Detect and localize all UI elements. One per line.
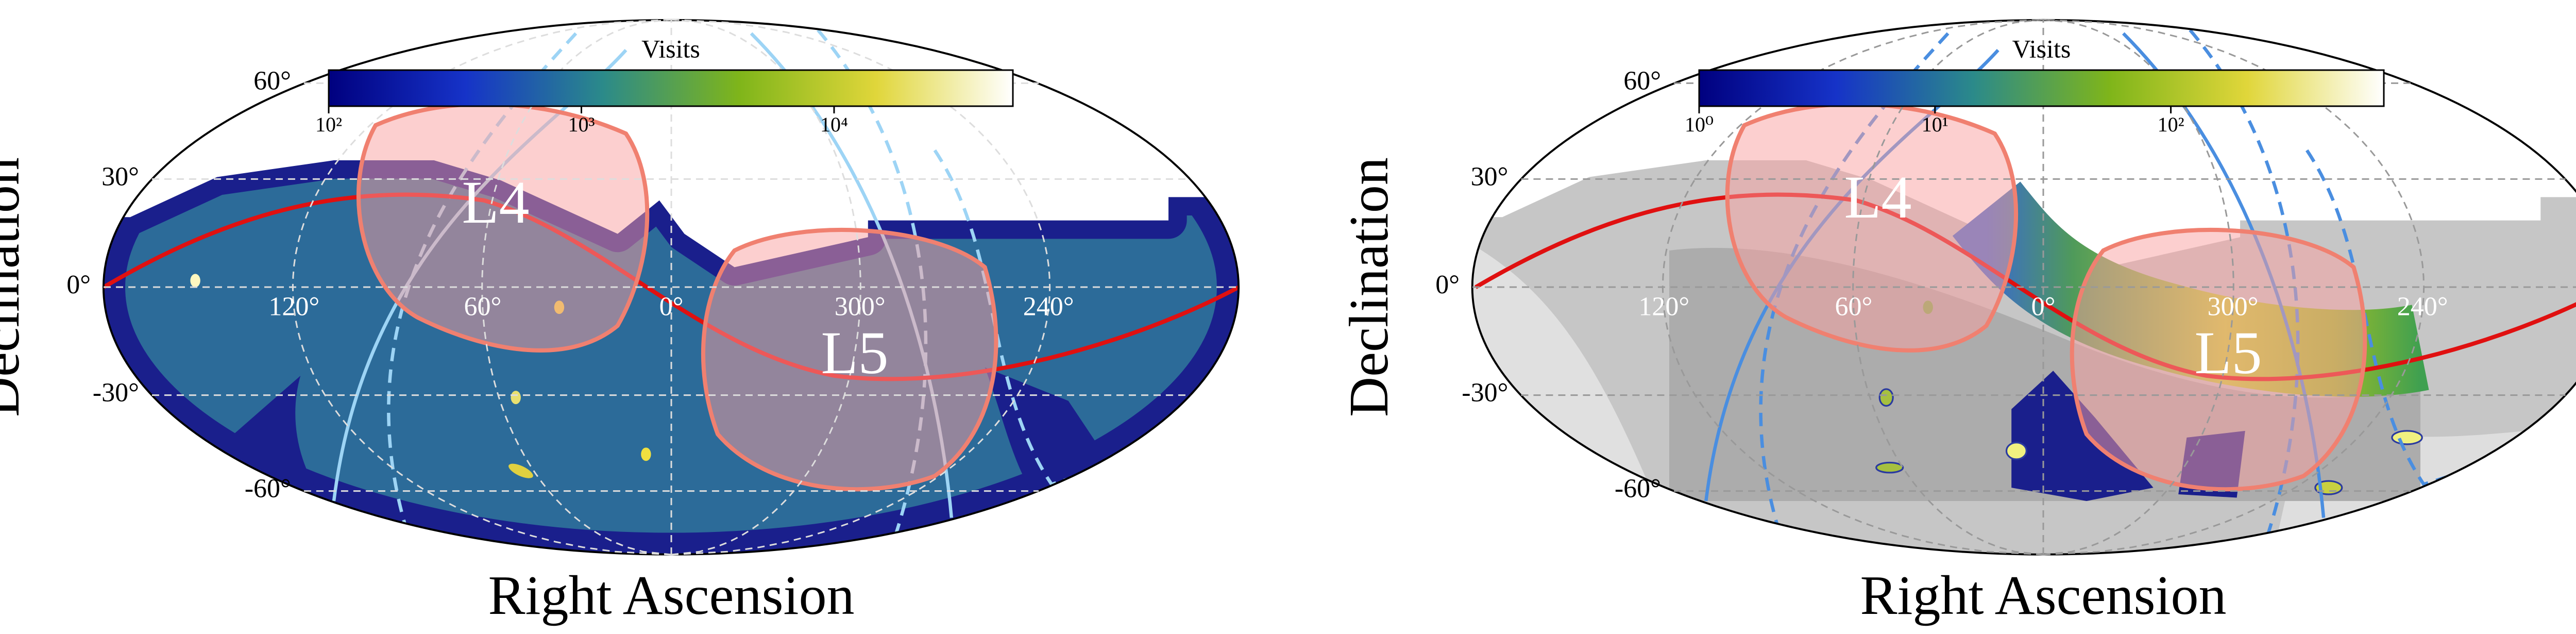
panel: 120° 60° 0° 300° 240° 60° 30° 0° -30° -60° 10⁰ 10¹ 1…	[1338, 19, 2576, 626]
colorbar-tick-label: 10¹	[1922, 113, 1948, 136]
y-axis-label: Declination	[1338, 157, 1400, 417]
x-tick-label: 300°	[2208, 292, 2259, 322]
grid-line	[481, 19, 672, 556]
x-tick-label: 60°	[1835, 292, 1873, 322]
colorbar	[1698, 69, 2385, 107]
colorbar-tick-label: 10²	[2158, 113, 2184, 136]
colorbar-label: Visits	[641, 34, 700, 63]
x-tick-label: 0°	[659, 292, 684, 322]
colorbar-tick-label: 10⁰	[1685, 113, 1714, 136]
grid-line	[671, 19, 1051, 556]
x-axis-label: Right Ascension	[488, 565, 854, 626]
grid-line	[1852, 19, 2044, 556]
x-tick-label: 120°	[1638, 292, 1689, 322]
region-label: L5	[821, 319, 888, 387]
y-axis-label: Declination	[0, 157, 31, 417]
y-tick-label: 0°	[1435, 270, 1460, 299]
y-tick-label: 30°	[101, 162, 139, 191]
y-tick-label: -60°	[245, 474, 291, 504]
x-axis-label: Right Ascension	[1860, 565, 2226, 626]
x-tick-label: 240°	[2397, 292, 2448, 322]
y-tick-label: 30°	[1471, 162, 1509, 191]
region-label: L4	[462, 169, 529, 236]
grid-line	[671, 19, 861, 556]
colorbar-tick-label: 10²	[315, 113, 342, 136]
region-label: L5	[2194, 319, 2262, 387]
y-tick-label: -60°	[1615, 474, 1661, 504]
colorbar-tick-label: 10⁴	[820, 113, 848, 136]
y-tick-label: 60°	[253, 66, 291, 95]
x-tick-label: 60°	[464, 292, 502, 322]
y-tick-label: -30°	[93, 378, 139, 408]
grid-line	[2043, 19, 2234, 556]
y-tick-label: -30°	[1462, 378, 1508, 408]
region-label: L4	[1844, 163, 1911, 231]
colorbar	[328, 69, 1014, 107]
y-tick-label: 0°	[66, 270, 91, 299]
colorbar-label: Visits	[2012, 34, 2071, 63]
x-tick-label: 300°	[835, 292, 886, 322]
colorbar-tick-label: 10³	[568, 113, 595, 136]
x-tick-label: 0°	[2031, 292, 2056, 322]
x-tick-label: 240°	[1023, 292, 1074, 322]
y-tick-label: 60°	[1623, 66, 1661, 95]
grid-line	[292, 19, 672, 556]
panel: 120° 60° 0° 300° 240° 60° 30° 0° -30° -60° 10² 10³ 1…	[0, 19, 1239, 626]
x-tick-label: 120°	[268, 292, 319, 322]
